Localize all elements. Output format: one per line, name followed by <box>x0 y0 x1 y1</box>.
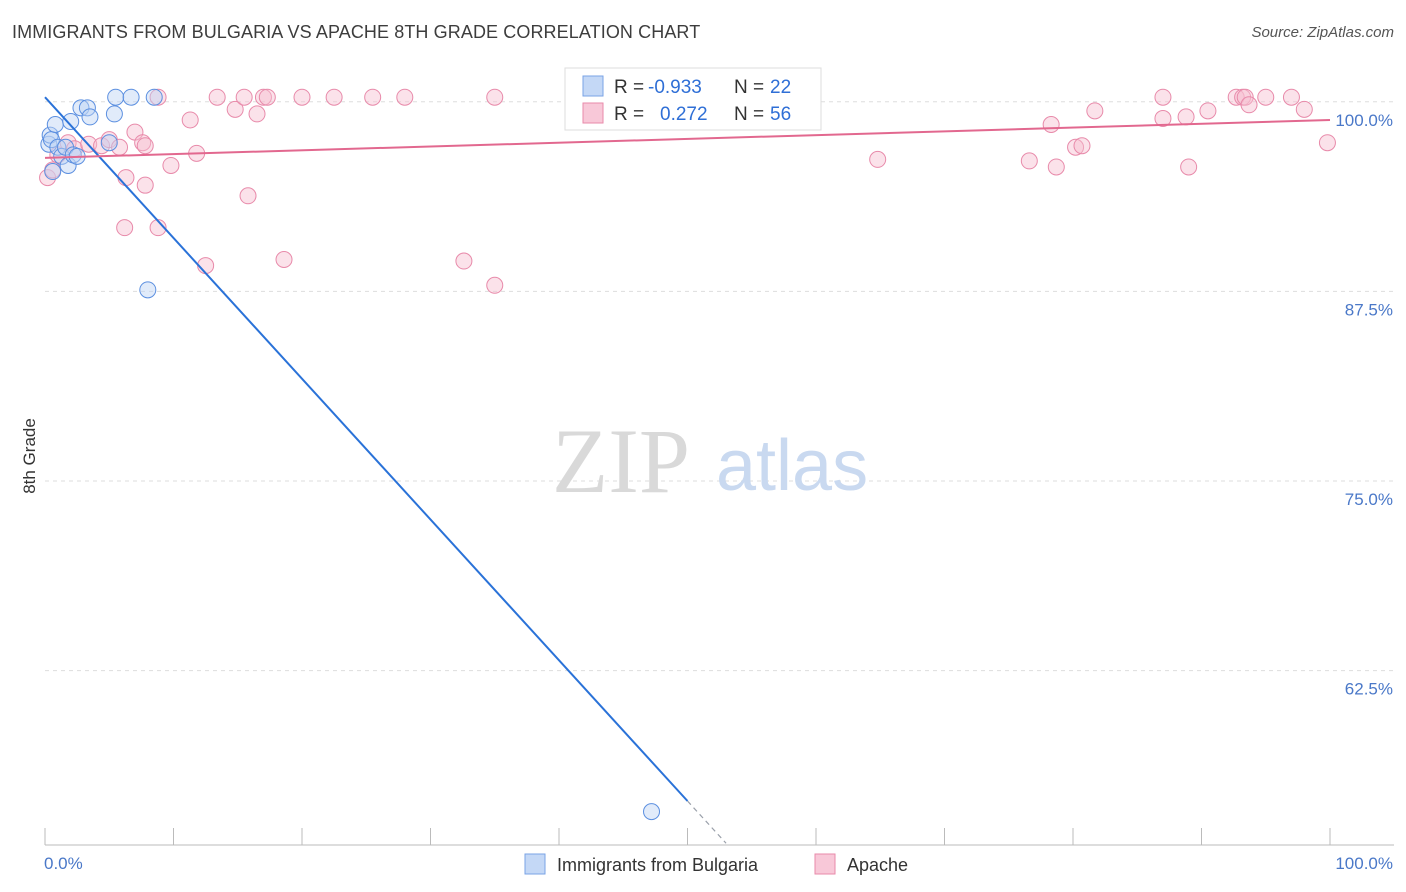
stats-blue-n-value: 22 <box>770 77 791 98</box>
apache-point-14 <box>136 176 154 194</box>
apache-point-13 <box>136 137 154 155</box>
bulgaria-point-16 <box>105 105 123 123</box>
apache-point-44 <box>1154 109 1172 127</box>
y-axis-label: 8th Grade <box>20 418 39 494</box>
apache-point-47 <box>1199 102 1217 120</box>
bulgaria-point-3 <box>44 163 62 181</box>
apache-point-48 <box>1227 88 1245 106</box>
bulgaria-point-9 <box>62 112 80 130</box>
legend-swatch-apache <box>814 853 836 875</box>
y-tick-label-1: 75.0% <box>1345 490 1393 509</box>
apache-point-37 <box>1020 152 1038 170</box>
bulgaria-point-20 <box>145 88 163 106</box>
apache-point-23 <box>235 88 253 106</box>
y-tick-label-2: 87.5% <box>1345 300 1393 319</box>
x-ticks <box>44 828 1331 845</box>
legend-swatch-bulgaria <box>524 853 546 875</box>
trendline-bulgaria <box>44 96 689 802</box>
legend-label-bulgaria: Immigrants from Bulgaria <box>557 855 759 875</box>
stats-pink-n-label: N = <box>734 104 764 125</box>
apache-point-27 <box>258 88 276 106</box>
apache-point-29 <box>293 88 311 106</box>
x-tick-label-0: 0.0% <box>44 854 83 873</box>
apache-point-39 <box>1047 158 1065 176</box>
bulgaria-point-14 <box>81 108 99 126</box>
stats-blue-r-value: -0.933 <box>648 77 702 98</box>
bulgaria-point-21 <box>643 803 661 821</box>
chart-title: IMMIGRANTS FROM BULGARIA VS APACHE 8TH G… <box>12 22 701 42</box>
apache-point-38 <box>1042 116 1060 134</box>
apache-point-42 <box>1086 102 1104 120</box>
apache-point-32 <box>396 88 414 106</box>
legend-label-apache: Apache <box>847 855 908 875</box>
apache-point-45 <box>1177 108 1195 126</box>
watermark-zip: ZIP <box>552 410 690 512</box>
y-tick-label-3: 100.0% <box>1335 111 1393 130</box>
apache-point-41 <box>1073 137 1091 155</box>
apache-point-9 <box>116 219 134 237</box>
bulgaria-point-15 <box>100 134 118 152</box>
stats-box-frame <box>564 67 822 131</box>
apache-point-54 <box>1295 100 1313 118</box>
series-bulgaria-points <box>40 88 661 821</box>
trendline-bulgaria-extension <box>687 800 727 844</box>
x-tick-label-1: 100.0% <box>1335 854 1393 873</box>
stats-blue-r-label: R = <box>614 77 644 98</box>
stats-blue-n-label: N = <box>734 77 764 98</box>
watermark: ZIP atlas <box>552 410 868 512</box>
apache-point-52 <box>1257 88 1275 106</box>
apache-point-21 <box>208 88 226 106</box>
y-tick-label-0: 62.5% <box>1345 680 1393 699</box>
stats-swatch-pink <box>582 102 604 124</box>
bulgaria-point-4 <box>46 116 64 134</box>
apache-point-26 <box>254 88 272 106</box>
stats-pink-r-value: 0.272 <box>660 104 708 125</box>
apache-point-35 <box>486 276 504 294</box>
apache-point-53 <box>1282 88 1300 106</box>
watermark-atlas: atlas <box>716 426 868 506</box>
apache-point-36 <box>869 150 887 168</box>
grid-lines <box>45 101 1394 672</box>
stats-swatch-blue <box>582 75 604 97</box>
stats-pink-n-value: 56 <box>770 104 791 125</box>
apache-point-17 <box>162 156 180 174</box>
bulgaria-point-19 <box>139 281 157 299</box>
apache-point-15 <box>149 88 167 106</box>
bulgaria-point-17 <box>107 88 125 106</box>
stats-pink-r-label: R = <box>614 104 644 125</box>
apache-point-40 <box>1067 138 1085 156</box>
apache-point-43 <box>1154 88 1172 106</box>
apache-point-25 <box>248 105 266 123</box>
apache-point-31 <box>364 88 382 106</box>
apache-point-18 <box>181 111 199 129</box>
apache-point-51 <box>1240 96 1258 114</box>
apache-point-30 <box>325 88 343 106</box>
apache-point-12 <box>134 134 152 152</box>
apache-point-10 <box>117 169 135 187</box>
bulgaria-point-0 <box>40 135 58 153</box>
apache-point-34 <box>486 88 504 106</box>
trendline-apache <box>44 118 1331 159</box>
bulgaria-point-18 <box>122 88 140 106</box>
apache-point-24 <box>239 187 257 205</box>
apache-point-33 <box>455 252 473 270</box>
apache-point-55 <box>1318 134 1336 152</box>
bulgaria-point-12 <box>72 99 90 117</box>
legend: Immigrants from Bulgaria Apache <box>524 853 908 875</box>
apache-point-28 <box>275 251 293 269</box>
trendlines <box>44 96 1331 844</box>
apache-point-46 <box>1180 158 1198 176</box>
apache-point-50 <box>1236 88 1254 106</box>
apache-point-22 <box>226 100 244 118</box>
x-tick-labels: 0.0% 100.0% <box>44 854 1393 873</box>
stats-box: R = -0.933 N = 22 R = 0.272 N = 56 <box>564 67 822 131</box>
source-label: Source: ZipAtlas.com <box>1251 24 1394 41</box>
y-tick-labels: 62.5% 75.0% 87.5% 100.0% <box>1335 111 1393 699</box>
